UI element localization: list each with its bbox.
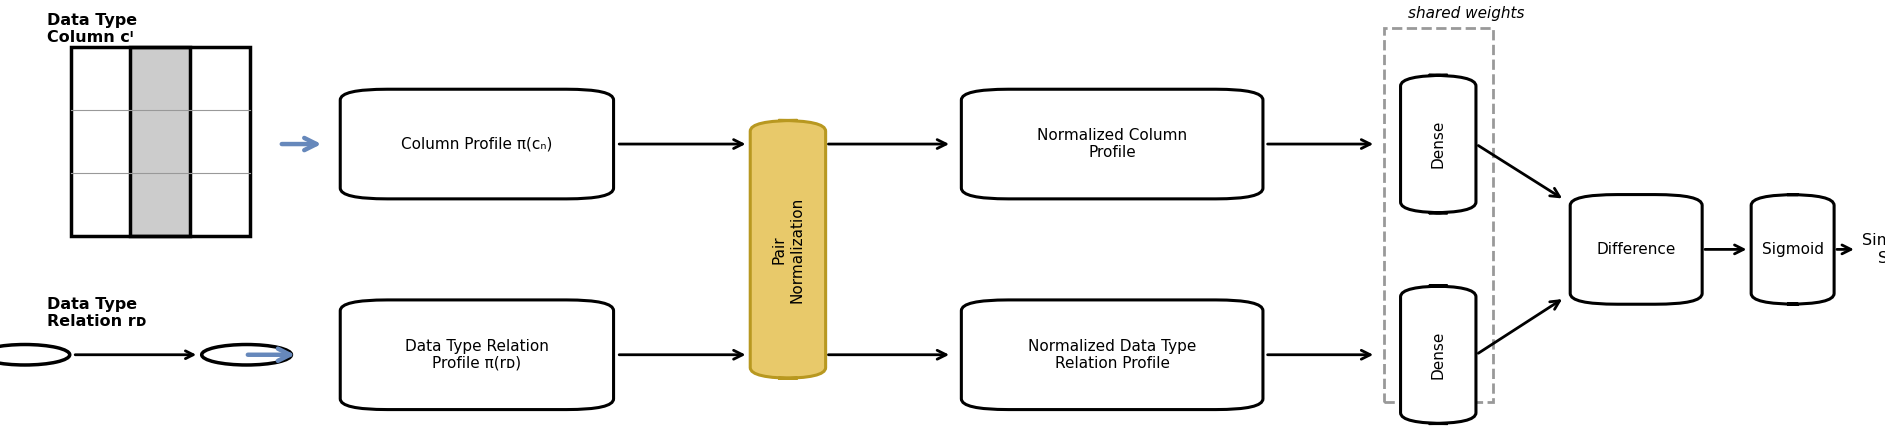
Bar	[72, 47, 249, 236]
FancyBboxPatch shape	[339, 300, 615, 409]
Text: Column Profile π(cₙ): Column Profile π(cₙ)	[402, 137, 552, 151]
Text: Normalized Data Type
Relation Profile: Normalized Data Type Relation Profile	[1027, 338, 1197, 371]
FancyBboxPatch shape	[750, 120, 826, 378]
Text: Dense: Dense	[1431, 331, 1446, 379]
FancyBboxPatch shape	[339, 89, 615, 199]
Circle shape	[0, 344, 70, 365]
Bar	[130, 47, 190, 236]
Text: Data Type
Relation rᴅ: Data Type Relation rᴅ	[47, 297, 147, 329]
FancyBboxPatch shape	[1751, 194, 1834, 304]
Text: Data Type Relation
Profile π(rᴅ): Data Type Relation Profile π(rᴅ)	[405, 338, 549, 371]
Text: Difference: Difference	[1597, 242, 1676, 257]
Text: Pair
Normalization: Pair Normalization	[771, 196, 805, 303]
Bar	[1384, 28, 1493, 402]
FancyBboxPatch shape	[961, 89, 1263, 199]
FancyBboxPatch shape	[1401, 75, 1476, 213]
Text: Similarity
Score: Similarity Score	[1862, 233, 1885, 266]
Bar	[72, 47, 249, 236]
Text: Dense: Dense	[1431, 120, 1446, 168]
Text: shared weights: shared weights	[1408, 6, 1525, 22]
FancyBboxPatch shape	[1570, 194, 1702, 304]
Circle shape	[202, 344, 292, 365]
Text: Sigmoid: Sigmoid	[1762, 242, 1823, 257]
Bar	[130, 47, 190, 236]
FancyBboxPatch shape	[961, 300, 1263, 409]
Text: Data Type
Column cᴵ: Data Type Column cᴵ	[47, 13, 138, 45]
Text: Normalized Column
Profile: Normalized Column Profile	[1037, 128, 1188, 160]
FancyBboxPatch shape	[1401, 286, 1476, 424]
